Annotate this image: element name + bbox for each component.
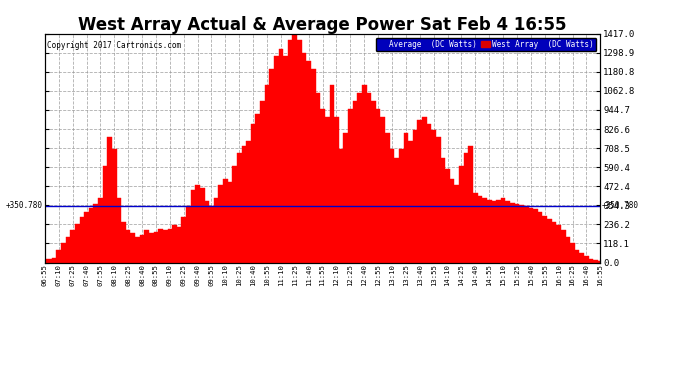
Legend: Average  (DC Watts), West Array  (DC Watts): Average (DC Watts), West Array (DC Watts…: [375, 38, 596, 51]
Text: Copyright 2017 Cartronics.com: Copyright 2017 Cartronics.com: [47, 40, 181, 50]
Title: West Array Actual & Average Power Sat Feb 4 16:55: West Array Actual & Average Power Sat Fe…: [79, 16, 566, 34]
Text: +350.780: +350.780: [6, 201, 43, 210]
Text: +350.780: +350.780: [602, 201, 639, 210]
